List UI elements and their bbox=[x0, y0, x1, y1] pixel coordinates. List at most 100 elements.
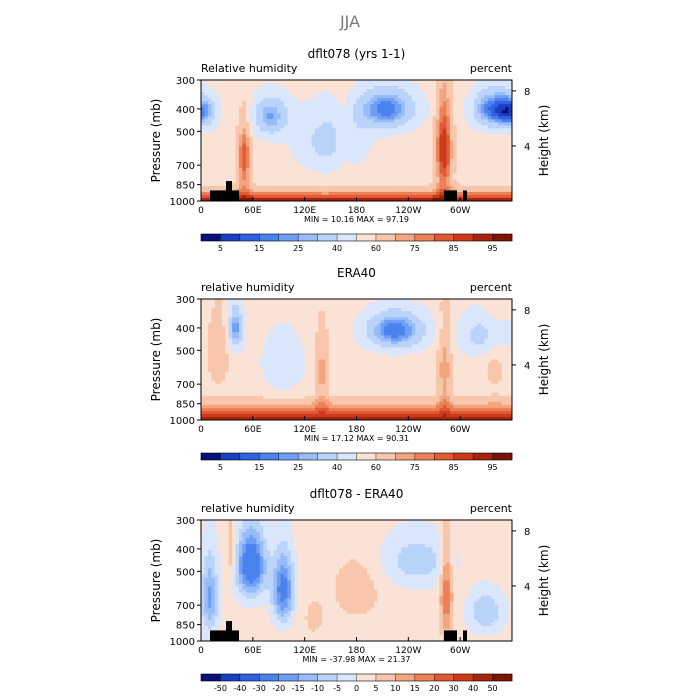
heatmap-cell bbox=[401, 329, 406, 333]
heatmap-cell bbox=[353, 125, 357, 129]
heatmap-cell bbox=[218, 137, 223, 141]
heatmap-cell bbox=[370, 179, 375, 184]
heatmap-cell bbox=[370, 125, 375, 129]
heatmap-cell bbox=[366, 101, 371, 105]
heatmap-cell bbox=[321, 89, 326, 93]
heatmap-cell bbox=[325, 134, 330, 138]
heatmap-cell bbox=[232, 110, 236, 114]
heatmap-cell bbox=[508, 338, 513, 342]
heatmap-cell bbox=[422, 299, 427, 303]
heatmap-cell bbox=[359, 152, 364, 157]
heatmap-cell bbox=[446, 173, 451, 178]
heatmap-cell bbox=[290, 311, 295, 315]
heatmap-cell bbox=[394, 170, 399, 175]
heatmap-cell bbox=[397, 89, 402, 93]
heatmap-cell bbox=[349, 119, 354, 123]
heatmap-cell bbox=[259, 341, 264, 345]
heatmap-cell bbox=[473, 110, 478, 114]
heatmap-cell bbox=[266, 104, 271, 108]
heatmap-cell bbox=[252, 191, 257, 196]
heatmap-cell bbox=[373, 311, 378, 315]
heatmap-cell bbox=[408, 131, 413, 135]
heatmap-cell bbox=[283, 143, 288, 147]
heatmap-cell bbox=[359, 164, 364, 169]
heatmap-cell bbox=[249, 197, 254, 202]
heatmap-cell bbox=[273, 143, 278, 147]
heatmap-cell bbox=[373, 317, 378, 321]
heatmap-cell bbox=[280, 314, 285, 318]
heatmap-cell bbox=[353, 161, 357, 166]
heatmap-cell bbox=[415, 302, 420, 306]
heatmap-cell bbox=[273, 323, 278, 327]
heatmap-cell bbox=[201, 173, 205, 178]
heatmap-cell bbox=[477, 140, 482, 144]
colorbar-label: 85 bbox=[449, 244, 459, 253]
heatmap-cell bbox=[442, 299, 447, 303]
heatmap-cell bbox=[442, 185, 447, 190]
heatmap-cell bbox=[325, 179, 330, 184]
heatmap-cell bbox=[404, 317, 409, 321]
heatmap-cell bbox=[501, 329, 506, 333]
heatmap-cell bbox=[356, 95, 361, 99]
heatmap-cell bbox=[297, 164, 302, 169]
heatmap-cell bbox=[280, 83, 285, 87]
heatmap-cell bbox=[387, 191, 392, 196]
colorbar-swatch bbox=[453, 234, 474, 241]
heatmap-cell bbox=[359, 302, 364, 306]
heatmap-cell bbox=[391, 185, 395, 190]
heatmap-cell bbox=[204, 320, 209, 324]
heatmap-cell bbox=[283, 341, 288, 345]
heatmap-cell bbox=[263, 314, 268, 318]
heatmap-cell bbox=[301, 314, 306, 318]
heatmap-cell bbox=[480, 143, 485, 147]
heatmap-cell bbox=[315, 110, 319, 114]
heatmap-cell bbox=[304, 182, 309, 187]
heatmap-cell bbox=[335, 299, 340, 303]
heatmap-cell bbox=[484, 302, 489, 306]
heatmap-cell bbox=[342, 140, 347, 144]
heatmap-cell bbox=[245, 140, 250, 144]
heatmap-cell bbox=[283, 311, 288, 315]
heatmap-cell bbox=[446, 305, 451, 309]
heatmap-cell bbox=[211, 164, 216, 169]
heatmap-cell bbox=[318, 311, 323, 315]
heatmap-cell bbox=[201, 329, 205, 333]
heatmap-cell bbox=[214, 185, 219, 190]
heatmap-cell bbox=[467, 317, 471, 321]
heatmap-cell bbox=[290, 128, 295, 132]
heatmap-cell bbox=[263, 308, 268, 312]
heatmap-cell bbox=[280, 146, 285, 150]
heatmap-cell bbox=[301, 182, 306, 187]
heatmap-cell bbox=[435, 338, 440, 342]
heatmap-cell bbox=[432, 170, 437, 175]
heatmap-cell bbox=[415, 146, 420, 150]
heatmap-cell bbox=[418, 311, 423, 315]
heatmap-cell bbox=[477, 80, 482, 84]
heatmap-cell bbox=[356, 335, 361, 339]
heatmap-cell bbox=[277, 311, 281, 315]
heatmap-cell bbox=[480, 140, 485, 144]
heatmap-cell bbox=[508, 107, 513, 111]
heatmap-cell bbox=[304, 131, 309, 135]
heatmap-cell bbox=[356, 110, 361, 114]
heatmap-cell bbox=[256, 125, 261, 129]
heatmap-cell bbox=[207, 107, 212, 111]
heatmap-cell bbox=[349, 299, 354, 303]
heatmap-cell bbox=[439, 158, 444, 163]
heatmap-cell bbox=[432, 149, 437, 153]
heatmap-cell bbox=[505, 308, 509, 312]
heatmap-cell bbox=[242, 101, 247, 105]
heatmap-cell bbox=[411, 119, 416, 123]
heatmap-cell bbox=[505, 110, 509, 114]
heatmap-cell bbox=[211, 95, 216, 99]
heatmap-cell bbox=[366, 146, 371, 150]
heatmap-cell bbox=[463, 98, 468, 102]
heatmap-cell bbox=[401, 86, 406, 90]
heatmap-cell bbox=[460, 197, 465, 202]
heatmap-cell bbox=[290, 95, 295, 99]
heatmap-cell bbox=[235, 338, 240, 342]
heatmap-cell bbox=[366, 185, 371, 190]
heatmap-cell bbox=[221, 149, 226, 153]
heatmap-cell bbox=[201, 341, 205, 345]
heatmap-cell bbox=[228, 116, 233, 120]
